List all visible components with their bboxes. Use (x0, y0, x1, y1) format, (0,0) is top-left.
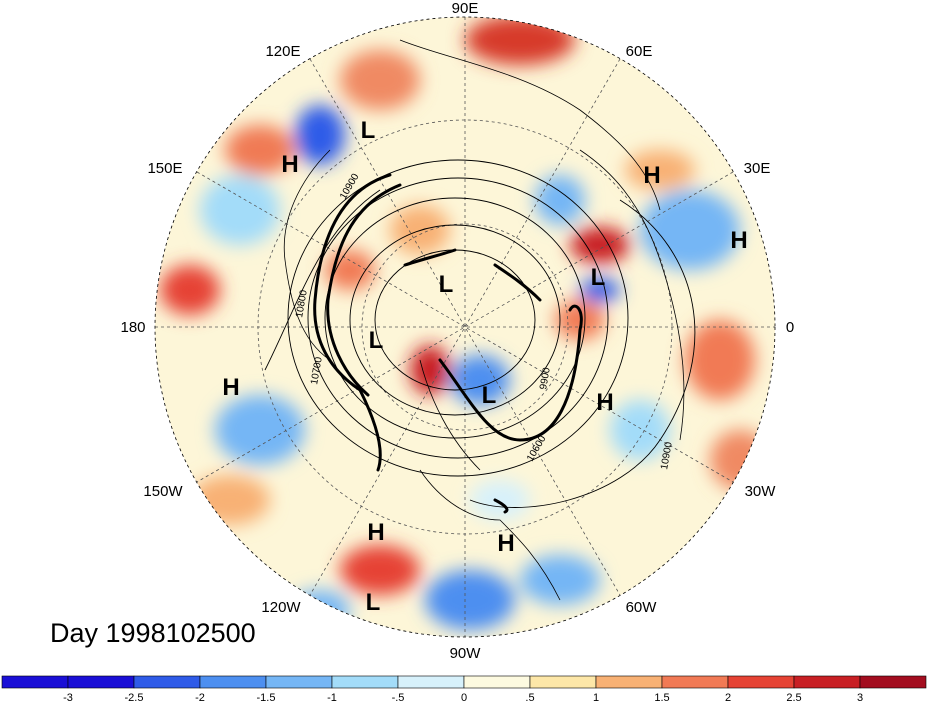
colorbar-swatch (199, 675, 267, 689)
longitude-label: 150E (147, 160, 182, 177)
pressure-centers: L H H H L L L H L H H H L (222, 117, 747, 616)
longitude-label: 90W (450, 645, 482, 662)
pressure-center: L (366, 589, 381, 616)
pressure-center: L (439, 271, 454, 298)
colorbar-swatch (463, 675, 531, 689)
colorbar-tick-label: 1 (593, 692, 599, 702)
colorbar-tick-label: -3 (63, 692, 73, 702)
pressure-center: H (222, 374, 239, 401)
graticule (155, 17, 775, 637)
longitude-label: 30E (744, 160, 771, 177)
colorbar-swatch (331, 675, 399, 689)
contour-label: 10900 (659, 441, 675, 471)
colorbar-tick-label: -.5 (392, 692, 405, 702)
colorbar-tick-label: -2.5 (125, 692, 144, 702)
colorbar-swatch (661, 675, 729, 689)
anomaly-field: L H H H L L L H L H H H L 10800 10900 10… (155, 17, 775, 637)
longitude-labels: 90E 60E 30E 0 30W 60W 90W 120W 150W 180 … (120, 0, 794, 662)
longitude-label: 180 (120, 319, 145, 336)
pressure-center: L (361, 117, 376, 144)
colorbar-tick-label: .5 (525, 692, 534, 702)
colorbar-tick-label: 2.5 (786, 692, 801, 702)
pressure-center: L (482, 382, 497, 409)
contour-label: 9900 (538, 366, 553, 390)
coastlines (283, 39, 685, 601)
colorbar-swatch (397, 675, 465, 689)
longitude-label: 120W (261, 599, 301, 616)
longitude-label: 60E (626, 43, 653, 60)
colorbar-swatch (595, 675, 663, 689)
pressure-center: H (497, 530, 514, 557)
colorbar-swatch (67, 675, 135, 689)
contour-label: 10700 (309, 356, 325, 386)
colorbar-swatch (1, 675, 69, 689)
colorbar-tick-label: -2 (195, 692, 205, 702)
pressure-center: H (596, 389, 613, 416)
height-contours (264, 159, 696, 508)
longitude-label: 120E (265, 43, 300, 60)
colorbar-tick-label: -1.5 (257, 692, 276, 702)
colorbar-tick-label: 0 (461, 692, 467, 702)
colorbar: -3 -2.5 -2 -1.5 -1 -.5 0 .5 1 1.5 2 2.5 3 (1, 675, 927, 702)
colorbar-tick-label: 1.5 (654, 692, 669, 702)
colorbar-swatch (859, 675, 927, 689)
longitude-label: 30W (745, 483, 777, 500)
colorbar-swatch (265, 675, 333, 689)
colorbar-swatch (727, 675, 795, 689)
jet-contours (313, 173, 583, 514)
longitude-label: 0 (786, 319, 794, 336)
colorbar-tick-label: 2 (725, 692, 731, 702)
pressure-center: H (281, 151, 298, 178)
colorbar-tick-label: -1 (327, 692, 337, 702)
colorbar-swatch (793, 675, 861, 689)
colorbar-swatch (133, 675, 201, 689)
colorbar-swatch (529, 675, 597, 689)
pressure-center: H (643, 162, 660, 189)
pressure-center: L (369, 327, 384, 354)
longitude-label: 60W (626, 599, 658, 616)
pressure-center: H (367, 519, 384, 546)
contour-label: 10800 (294, 289, 310, 319)
pressure-center: L (591, 264, 606, 291)
map-boundary (154, 16, 776, 638)
colorbar-tick-label: 3 (857, 692, 863, 702)
longitude-label: 90E (452, 0, 479, 17)
day-title: Day 1998102500 (50, 618, 256, 648)
pressure-center: H (730, 227, 747, 254)
longitude-label: 150W (143, 483, 183, 500)
